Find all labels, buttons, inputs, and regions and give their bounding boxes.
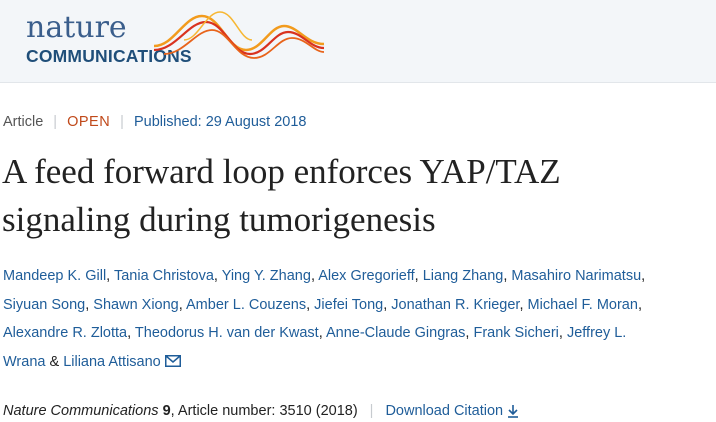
author-link[interactable]: Wrana	[3, 353, 46, 370]
author-link[interactable]: Ying Y. Zhang	[221, 268, 311, 284]
author-separator: ,	[383, 296, 392, 313]
article-title: A feed forward loop enforces YAP/TAZ sig…	[2, 148, 702, 244]
author-link[interactable]: Liliana Attisano	[63, 353, 161, 370]
journal-name: Nature Communications	[3, 403, 159, 419]
author-separator: ,	[318, 325, 326, 341]
author-link[interactable]: Mandeep K. Gill	[3, 268, 107, 284]
author-link[interactable]: Alex Gregorieff	[318, 268, 415, 284]
article-title-line-1: A feed forward loop enforces YAP/TAZ	[2, 152, 561, 191]
author-link[interactable]: Amber L. Couzens	[186, 296, 307, 313]
author-link[interactable]: Jiefei Tong	[314, 296, 384, 313]
author-separator: ,	[519, 296, 528, 313]
author-link[interactable]: Liang Zhang	[422, 268, 504, 284]
author-separator: ,	[641, 268, 646, 284]
sine-wave-logo-icon	[154, 11, 324, 59]
download-citation-label: Download Citation	[385, 403, 504, 419]
author-separator: ,	[310, 268, 319, 284]
download-arrow-icon	[508, 405, 519, 418]
envelope-icon[interactable]	[164, 354, 181, 367]
open-access-badge: OPEN	[67, 114, 111, 130]
author-separator: ,	[465, 325, 474, 341]
article-title-line-2: signaling during tumorigenesis	[2, 200, 436, 239]
author-link[interactable]: Masahiro Narimatsu	[511, 268, 642, 284]
meta-divider: |	[53, 114, 58, 130]
journal-volume: 9	[162, 403, 171, 419]
author-link[interactable]: Theodorus H. van der Kwast	[134, 325, 319, 341]
author-link[interactable]: Jonathan R. Krieger	[391, 296, 520, 313]
author-link[interactable]: Shawn Xiong	[93, 296, 179, 313]
meta-divider: |	[120, 114, 124, 130]
article-number: , Article number: 3510 (2018)	[170, 403, 358, 419]
published-date: Published: 29 August 2018	[133, 114, 307, 130]
nature-communications-logo[interactable]: nature COMMUNICATIONS	[24, 10, 324, 70]
citation-divider: |	[369, 403, 374, 419]
author-link[interactable]: Michael F. Moran	[527, 296, 638, 313]
logo-nature-text: nature	[26, 10, 127, 45]
article-type: Article	[3, 114, 44, 130]
author-link[interactable]: Alexandre R. Zlotta	[3, 325, 128, 341]
author-separator: ,	[127, 325, 135, 341]
download-citation-link[interactable]: Download Citation	[385, 403, 519, 419]
author-separator: ,	[637, 296, 642, 313]
author-link[interactable]: Jeffrey L.	[566, 325, 627, 341]
author-separator: ,	[106, 268, 114, 284]
author-separator: ,	[414, 268, 423, 284]
author-link[interactable]: Siyuan Song	[3, 296, 86, 313]
article-meta-bar: Article | OPEN | Published: 29 August 20…	[3, 111, 306, 133]
author-separator: ,	[213, 268, 222, 284]
author-link[interactable]: Frank Sicheri	[473, 325, 559, 341]
author-separator: ,	[85, 296, 94, 313]
author-separator: ,	[558, 325, 567, 341]
site-header: nature COMMUNICATIONS	[0, 0, 716, 83]
author-list: Mandeep K. Gill, Tania Christova, Ying Y…	[3, 262, 711, 376]
author-separator: ,	[306, 296, 315, 313]
author-link[interactable]: Tania Christova	[113, 268, 214, 284]
author-separator: ,	[178, 296, 187, 313]
author-link[interactable]: Anne-Claude Gingras	[325, 325, 466, 341]
author-separator: ,	[503, 268, 512, 284]
citation-bar: Nature Communications 9, Article number:…	[3, 400, 519, 422]
logo-communications-text: COMMUNICATIONS	[26, 46, 192, 66]
author-separator: &	[45, 353, 64, 370]
